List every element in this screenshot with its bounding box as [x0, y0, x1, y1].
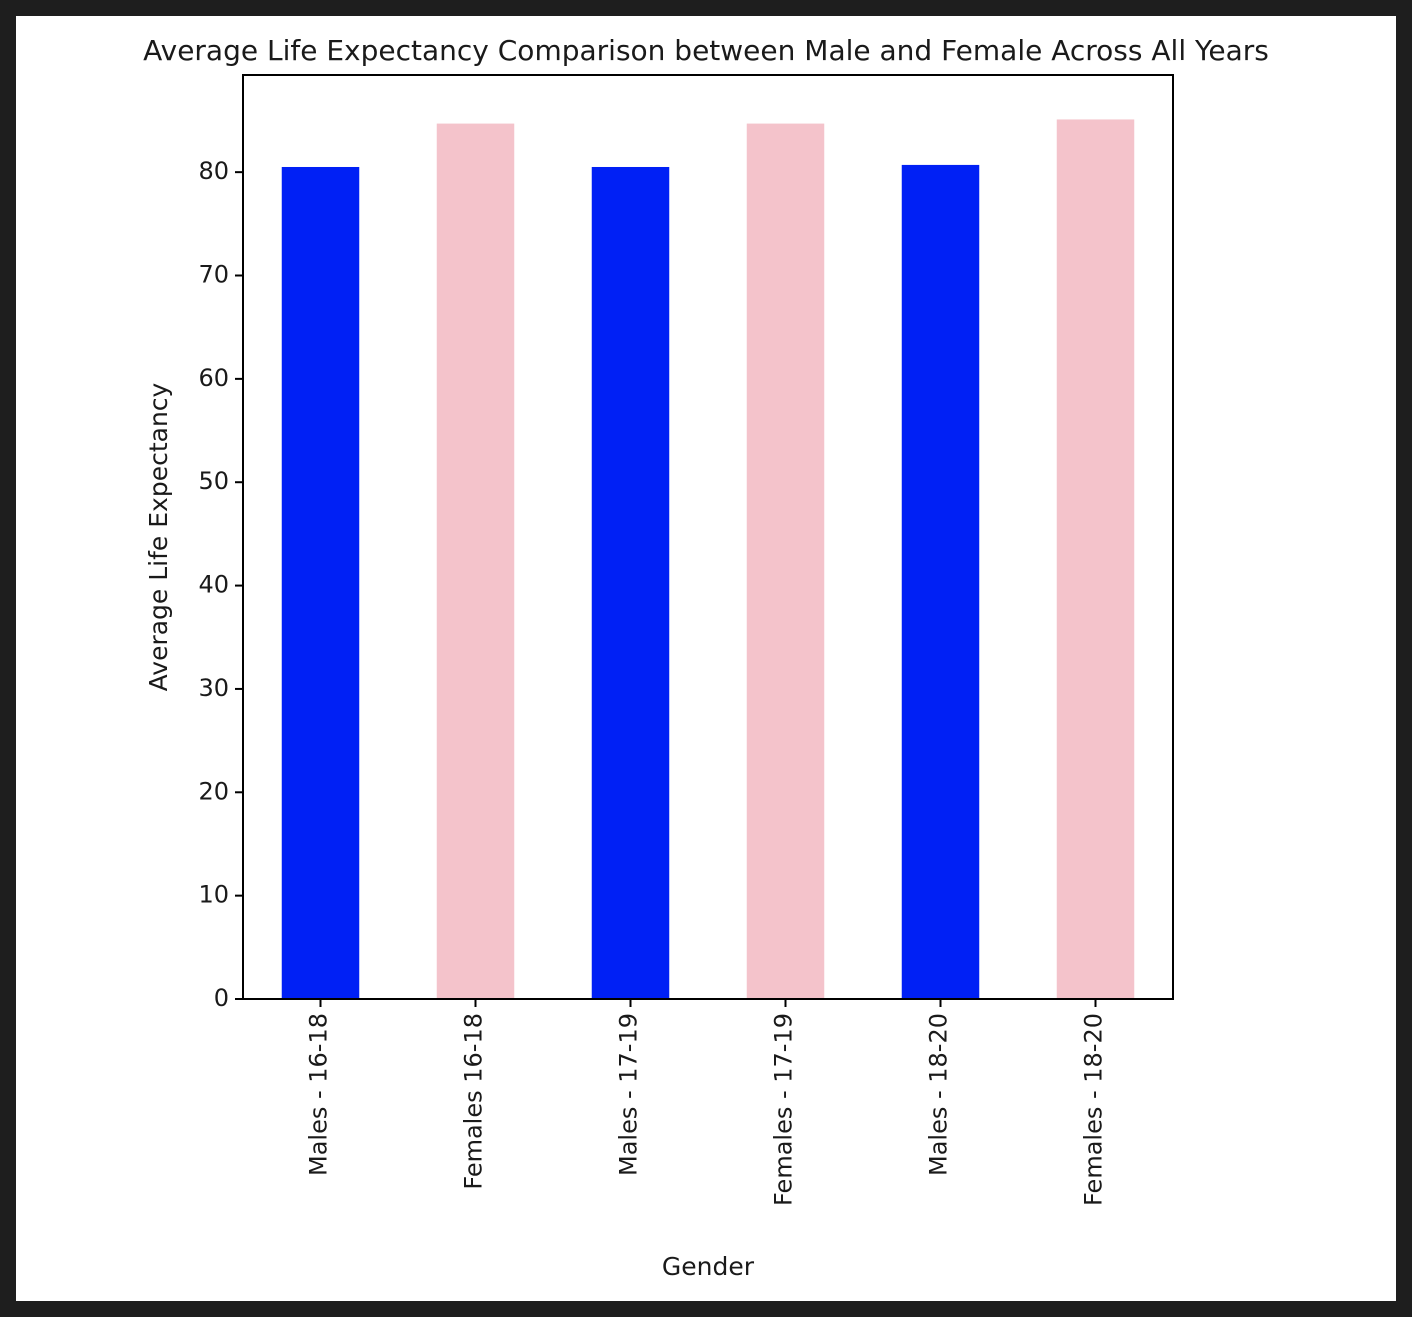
y-tick-label: 70 — [198, 261, 229, 289]
y-tick-label: 0 — [214, 984, 229, 1012]
y-tick-label: 30 — [198, 674, 229, 702]
figure-frame: Average Life Expectancy Comparison betwe… — [16, 16, 1396, 1301]
x-tick-label: Males - 18-20 — [925, 1013, 953, 1176]
bar-4 — [901, 164, 980, 1000]
bars-group — [281, 119, 1135, 1000]
chart-title: Average Life Expectancy Comparison betwe… — [143, 34, 1269, 67]
plot-area-frame — [242, 74, 1174, 1000]
y-tick-label: 60 — [198, 364, 229, 392]
y-tick-label: 50 — [198, 467, 229, 495]
bar-1 — [436, 123, 515, 1000]
x-axis-label: Gender — [662, 1252, 755, 1281]
bar-3 — [746, 123, 825, 1000]
bar-2 — [591, 166, 670, 999]
y-tick-label: 20 — [198, 777, 229, 805]
bar-0 — [281, 166, 360, 999]
y-tick-label: 10 — [198, 881, 229, 909]
x-tick-label: Females - 18-20 — [1080, 1013, 1108, 1206]
x-tick-label: Males - 17-19 — [615, 1013, 643, 1176]
x-tick-label: Females 16-18 — [460, 1013, 488, 1190]
y-axis-label: Average Life Expectancy — [144, 382, 173, 691]
x-tick-label: Females - 17-19 — [770, 1013, 798, 1206]
bar-5 — [1056, 119, 1135, 1000]
y-axis: 0 10 20 30 40 50 60 70 80 — [198, 157, 243, 1012]
x-tick-label: Males - 16-18 — [305, 1013, 333, 1176]
x-axis: Males - 16-18 Females 16-18 Males - 17-19 F… — [305, 999, 1108, 1206]
y-tick-label: 40 — [198, 571, 229, 599]
bar-chart: Average Life Expectancy Comparison betwe… — [143, 34, 1269, 1281]
y-tick-label: 80 — [198, 157, 229, 185]
